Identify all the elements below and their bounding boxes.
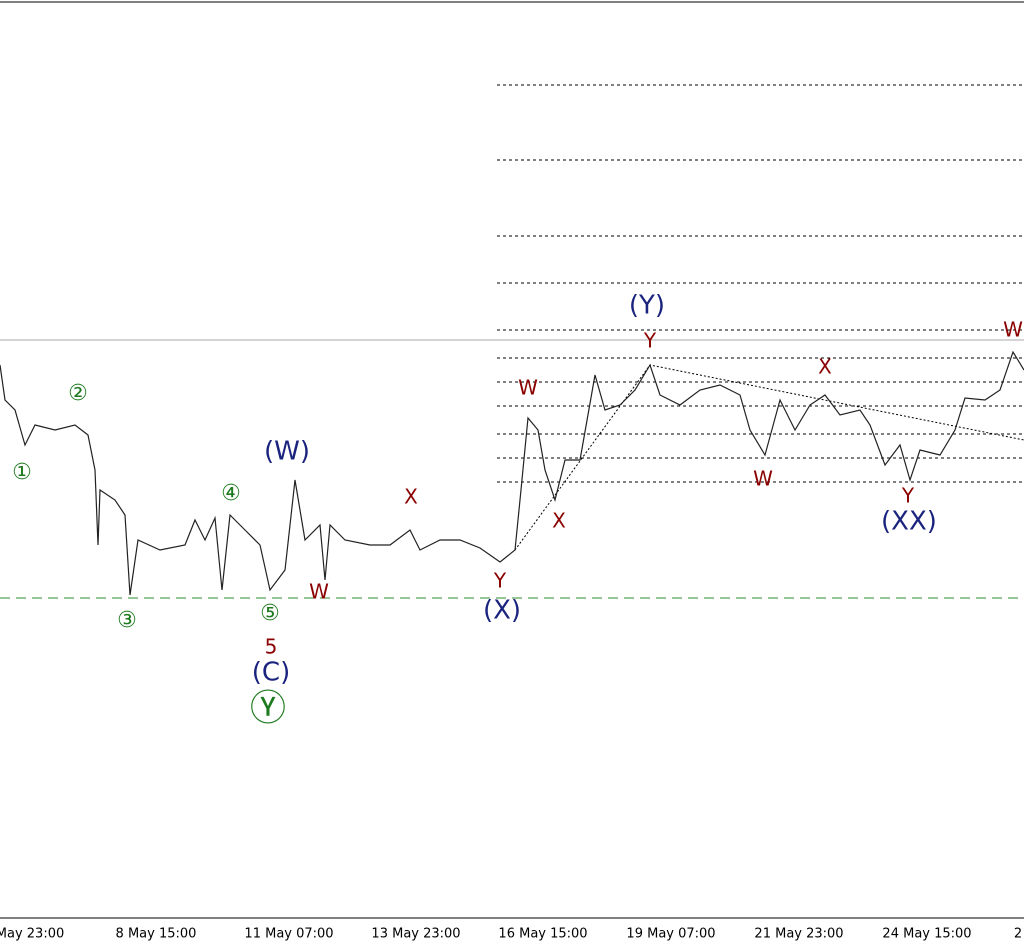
wave-label: (W) [264,437,310,467]
wave-label: (XX) [881,507,937,537]
price-path [0,350,1024,596]
wave-label: (X) [483,596,521,626]
x-tick-label: 8 May 15:00 [116,927,197,942]
wave-label: 5 [265,635,278,659]
x-axis-labels: May 23:00 8 May 15:00 11 May 07:00 13 Ma… [0,927,1022,942]
wave-label: W [309,580,329,604]
wave-label: Y [493,569,507,593]
wave-label: ② [68,381,88,406]
x-tick-label: 16 May 15:00 [498,927,587,942]
wave-label: W [518,376,538,400]
x-tick-label: 13 May 23:00 [371,927,460,942]
wave-label: Y [643,329,657,353]
x-tick-label: 19 May 07:00 [626,927,715,942]
x-tick-label: 11 May 07:00 [244,927,333,942]
x-tick-label: May 23:00 [0,927,64,942]
wave-label: Ⓨ [250,688,286,729]
wave-label: X [818,355,832,379]
wave-label: W [1003,318,1023,342]
fib-levels [497,84,1024,483]
wave-label: (C) [252,658,290,688]
wave-label: (Y) [629,291,665,321]
x-tick-label: 21 May 23:00 [754,927,843,942]
wave-label: ④ [221,481,241,506]
wave-labels: ① ② ③ ④ ⑤ Ⓨ 5 W X Y W X Y W X Y W (W) (C… [12,291,1023,730]
wave-label: X [552,509,566,533]
wave-label: ③ [117,608,137,633]
wave-label: Y [901,484,915,508]
wave-label: X [404,485,418,509]
wave-label: W [753,467,773,491]
wave-label: ① [12,460,32,485]
x-tick-label: 24 May 15:00 [882,927,971,942]
x-tick-label: 2 [1014,927,1022,942]
wave-label: ⑤ [260,601,280,626]
